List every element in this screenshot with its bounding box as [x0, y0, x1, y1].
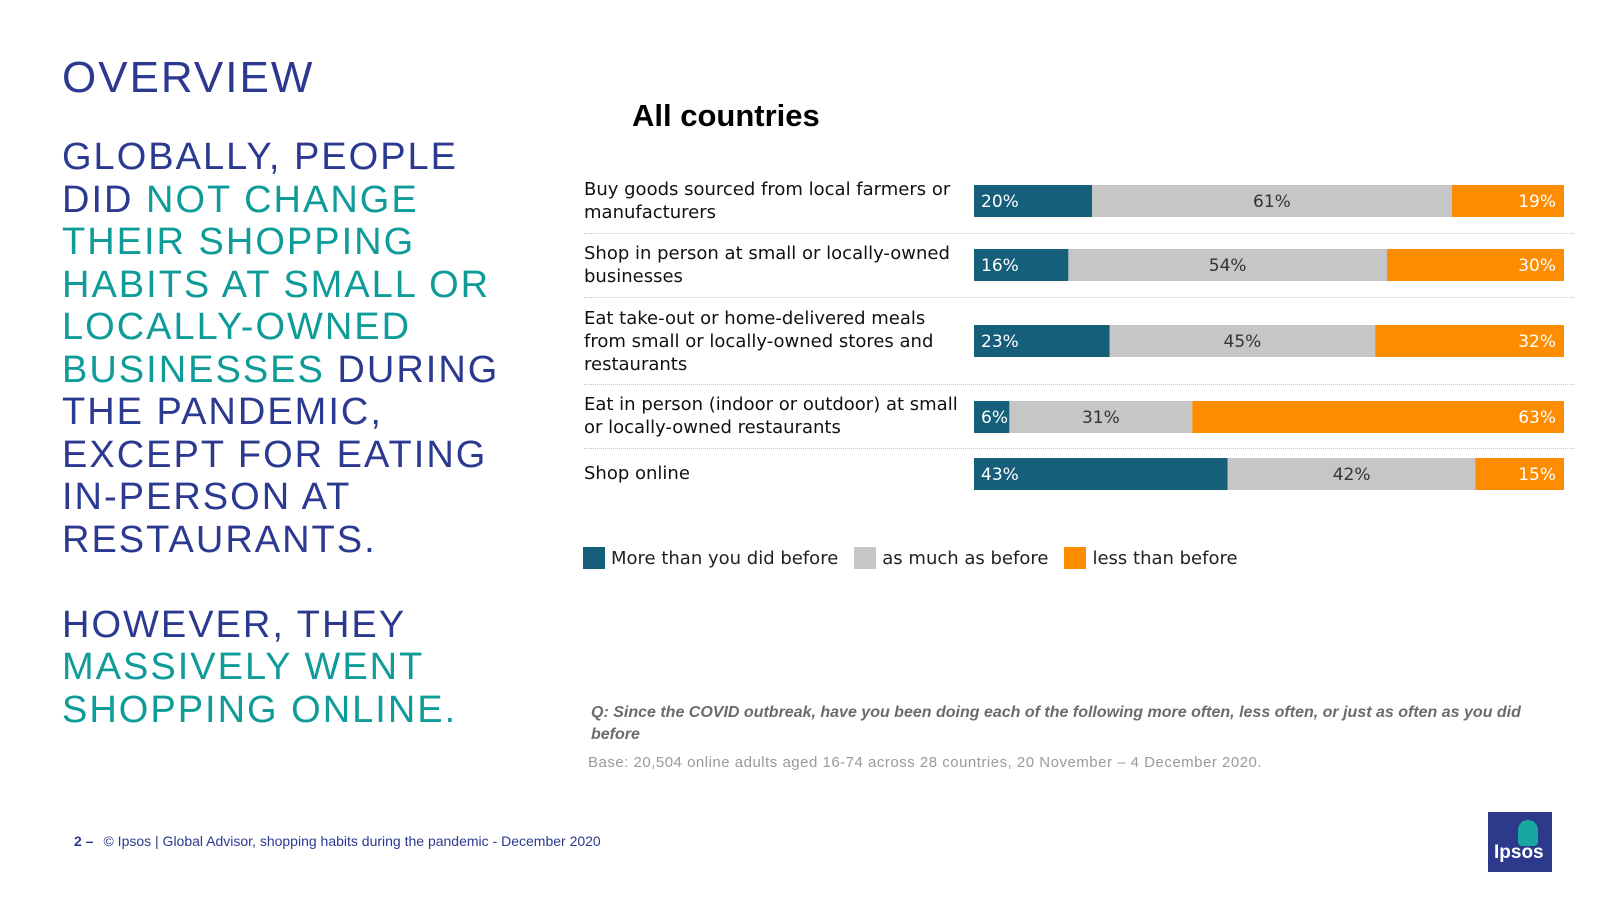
legend-item: less than before: [1064, 547, 1238, 569]
bar-segment: [974, 249, 1069, 281]
legend-swatch: [583, 547, 605, 569]
legend-item: as much as before: [854, 547, 1048, 569]
bar-value-label: 61%: [1253, 192, 1291, 212]
legend-swatch: [1064, 547, 1087, 569]
bar-value-label: 45%: [1224, 332, 1262, 352]
legend-item: More than you did before: [583, 547, 838, 569]
bar-segment: [974, 458, 1228, 490]
logo-word: Ipsos: [1494, 842, 1544, 863]
bar-segment: [974, 401, 1010, 433]
row-separator: [584, 233, 1574, 234]
bar-value-label: 30%: [1518, 256, 1556, 276]
category-label: Shop online: [584, 463, 690, 484]
footer-text: © Ipsos | Global Advisor, shopping habit…: [103, 833, 601, 849]
category-label: Buy goods sourced from local farmers or …: [584, 179, 951, 223]
bar-value-label: 32%: [1518, 332, 1556, 352]
headline-segment: MASSIVELY WENT SHOPPING ONLINE.: [62, 646, 458, 731]
bar-value-label: 43%: [981, 465, 1019, 485]
bar-value-label: 42%: [1333, 465, 1371, 485]
bar-value-label: 20%: [981, 192, 1019, 212]
category-label: Eat in person (indoor or outdoor) at sma…: [584, 394, 958, 438]
row-separator: [584, 297, 1574, 298]
legend-label: as much as before: [882, 547, 1049, 569]
legend-label: less than before: [1092, 547, 1238, 569]
bar-segment: [974, 325, 1110, 357]
bar-value-label: 19%: [1518, 192, 1556, 212]
headline-segment: DURING THE PANDEMIC, EXCEPT FOR EATING I…: [62, 348, 500, 561]
legend-swatch: [854, 547, 877, 569]
logo-swoosh-icon: [1518, 820, 1538, 846]
row-separator: [584, 448, 1574, 449]
bar-segment: [1227, 458, 1476, 490]
bar-segment: [1192, 401, 1564, 433]
headline-text: GLOBALLY, PEOPLE DID NOT CHANGE THEIR SH…: [62, 136, 532, 731]
legend-label: More than you did before: [611, 547, 839, 569]
bar-value-label: 63%: [1518, 408, 1556, 428]
bar-value-label: 16%: [981, 256, 1019, 276]
chart-title: All countries: [632, 98, 820, 133]
bar-segment: [1451, 185, 1564, 217]
bar-segment: [1109, 325, 1376, 357]
category-label: Eat take-out or home-delivered meals fro…: [584, 308, 934, 375]
bar-segment: [1387, 249, 1564, 281]
survey-base: Base: 20,504 online adults aged 16-74 ac…: [588, 754, 1263, 771]
ipsos-logo: Ipsos: [1488, 812, 1552, 872]
page-number: 2 –: [74, 833, 94, 849]
bar-value-label: 31%: [1082, 408, 1120, 428]
chart-legend: More than you did before as much as befor…: [583, 547, 1254, 569]
bar-segment: [974, 185, 1092, 217]
bar-segment: [1092, 185, 1452, 217]
bar-segment: [1068, 249, 1387, 281]
bar-segment: [1475, 458, 1564, 490]
bar-value-label: 54%: [1209, 256, 1247, 276]
headline-segment: GLOBALLY, PEOPLE DID: [62, 136, 459, 221]
bar-value-label: 6%: [981, 408, 1008, 428]
bar-value-label: 23%: [981, 332, 1019, 352]
survey-question: Q: Since the COVID outbreak, have you be…: [591, 704, 1521, 743]
bar-segment: [1375, 325, 1564, 357]
headline-segment: NOT CHANGE THEIR SHOPPING HABITS AT SMAL…: [62, 178, 491, 391]
page-title: OVERVIEW: [62, 53, 315, 102]
footer: 2 – © Ipsos | Global Advisor, shopping ha…: [74, 833, 601, 849]
headline-segment: HOWEVER, THEY: [62, 603, 406, 646]
bar-segment: [1009, 401, 1193, 433]
bar-value-label: 15%: [1518, 465, 1556, 485]
row-separator: [584, 384, 1574, 385]
category-label: Shop in person at small or locally-owned…: [584, 243, 950, 287]
